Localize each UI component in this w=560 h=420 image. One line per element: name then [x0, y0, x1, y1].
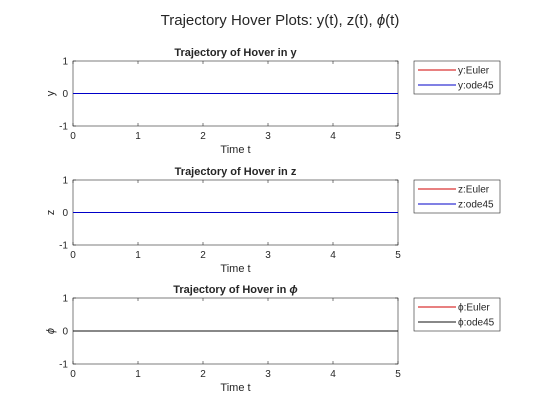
x-tick-label: 3: [265, 250, 271, 261]
figure-suptitle: Trajectory Hover Plots: y(t), z(t), ϕ(t): [161, 12, 400, 29]
y-tick-label: 0: [62, 208, 68, 219]
y-tick-label: 1: [62, 294, 68, 305]
y-tick-label: -1: [59, 360, 68, 371]
x-tick-label: 0: [70, 250, 76, 261]
y-tick-label: -1: [59, 241, 68, 252]
x-tick-label: 2: [200, 250, 206, 261]
subplot-title: Trajectory of Hover in ϕ: [173, 284, 297, 296]
y-tick-label: -1: [59, 122, 68, 133]
x-tick-label: 5: [395, 131, 401, 142]
legend-label: ϕ:Euler: [458, 303, 490, 314]
x-axis-label: Time t: [220, 144, 250, 156]
legend: z:Euler z:ode45: [413, 179, 501, 214]
legend-box: [413, 297, 501, 332]
x-tick-label: 2: [200, 369, 206, 380]
x-tick-label: 4: [330, 250, 336, 261]
legend-label: y:ode45: [458, 81, 494, 92]
legend: y:Euler y:ode45: [413, 60, 501, 95]
x-tick-label: 1: [135, 250, 141, 261]
subplot-title: Trajectory of Hover in z: [175, 166, 297, 178]
y-axis-label: y: [45, 90, 57, 96]
y-axis-label: ϕ: [45, 328, 57, 334]
legend-label: z:Euler: [458, 185, 490, 196]
legend-box: [413, 179, 501, 214]
x-tick-label: 0: [70, 131, 76, 142]
x-tick-label: 2: [200, 131, 206, 142]
legend-box: [413, 60, 501, 95]
x-tick-label: 4: [330, 131, 336, 142]
legend-label: y:Euler: [458, 66, 490, 77]
x-tick-label: 4: [330, 369, 336, 380]
legend-label: ϕ:ode45: [458, 318, 495, 329]
y-axis-label: z: [45, 210, 57, 216]
y-tick-label: 1: [62, 57, 68, 68]
y-tick-label: 0: [62, 89, 68, 100]
x-tick-label: 5: [395, 250, 401, 261]
x-tick-label: 3: [265, 131, 271, 142]
y-tick-label: 1: [62, 176, 68, 187]
x-tick-label: 1: [135, 131, 141, 142]
subplot-title: Trajectory of Hover in y: [174, 47, 297, 59]
y-tick-label: 0: [62, 327, 68, 338]
x-tick-label: 5: [395, 369, 401, 380]
legend-label: z:ode45: [458, 200, 494, 211]
x-tick-label: 1: [135, 369, 141, 380]
x-tick-label: 0: [70, 369, 76, 380]
x-axis-label: Time t: [220, 263, 250, 275]
x-axis-label: Time t: [220, 382, 250, 394]
x-tick-label: 3: [265, 369, 271, 380]
legend: ϕ:Euler ϕ:ode45: [413, 297, 501, 332]
